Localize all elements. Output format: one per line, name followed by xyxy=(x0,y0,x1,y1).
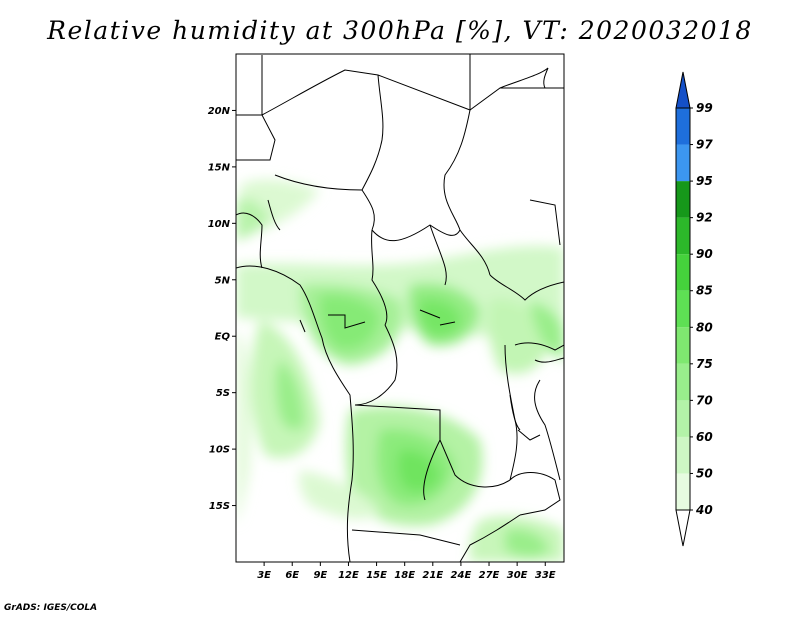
lat-tick-label: 20N xyxy=(208,106,231,117)
colorbar-label: 50 xyxy=(696,466,713,480)
colorbar-label: 60 xyxy=(696,430,713,444)
lat-tick-label: 15N xyxy=(208,162,231,173)
colorbar-box xyxy=(676,144,690,182)
colorbar-box xyxy=(676,290,690,328)
lon-tick-label: 21E xyxy=(422,570,443,581)
lon-tick-label: 24E xyxy=(451,570,472,581)
colorbar-box xyxy=(676,473,690,510)
colorbar-label: 90 xyxy=(696,247,713,261)
lon-tick-label: 3E xyxy=(257,570,271,581)
lon-tick-label: 30E xyxy=(507,570,528,581)
colorbar-box xyxy=(676,363,690,401)
colorbar-label: 70 xyxy=(696,393,713,407)
country-borders xyxy=(236,54,564,562)
colorbar-label: 85 xyxy=(696,284,713,298)
colorbar-lower-triangle xyxy=(675,509,691,547)
grads-credit: GrADS: IGES/COLA xyxy=(4,603,98,613)
colorbar-box xyxy=(676,400,690,437)
lon-tick-label: 27E xyxy=(479,570,500,581)
colorbar-label: 40 xyxy=(695,503,713,517)
lon-tick-label: 6E xyxy=(285,570,299,581)
colorbar-box xyxy=(676,254,690,291)
lat-tick-label: 15S xyxy=(209,501,230,512)
latitude-axis: 20N 15N 10N 5N EQ 5S 10S 15S xyxy=(208,106,236,512)
lat-tick-label: EQ xyxy=(215,332,231,343)
colorbar-label: 75 xyxy=(696,357,713,371)
lat-tick-label: 5N xyxy=(215,275,231,286)
colorbar-label: 92 xyxy=(696,211,713,225)
map-title: Relative humidity at 300hPa [%], VT: 202… xyxy=(47,16,753,45)
lon-tick-label: 9E xyxy=(313,570,327,581)
colorbar-label: 95 xyxy=(696,174,713,188)
colorbar-box xyxy=(676,181,690,218)
lon-tick-label: 15E xyxy=(366,570,387,581)
lon-tick-label: 33E xyxy=(535,570,556,581)
colorbar-box xyxy=(676,436,690,474)
colorbar-upper-triangle xyxy=(675,71,691,109)
map-frame xyxy=(235,53,565,563)
lat-tick-label: 10N xyxy=(208,219,231,230)
colorbar: 40 50 60 70 75 80 85 90 92 95 97 99 xyxy=(675,71,713,547)
lat-tick-label: 10S xyxy=(209,445,230,456)
lon-tick-label: 12E xyxy=(338,570,359,581)
colorbar-label: 99 xyxy=(696,101,713,115)
colorbar-box xyxy=(676,217,690,255)
longitude-axis: 3E 6E 9E 12E 15E 18E 21E 24E 27E 30E 33E xyxy=(257,562,556,581)
colorbar-box xyxy=(676,108,690,145)
colorbar-box xyxy=(676,327,690,364)
colorbar-label: 97 xyxy=(696,138,713,152)
lon-tick-label: 18E xyxy=(394,570,415,581)
humidity-field xyxy=(236,179,564,562)
colorbar-label: 80 xyxy=(696,320,713,334)
colorbar-frame xyxy=(675,107,691,511)
lat-tick-label: 5S xyxy=(216,388,230,399)
